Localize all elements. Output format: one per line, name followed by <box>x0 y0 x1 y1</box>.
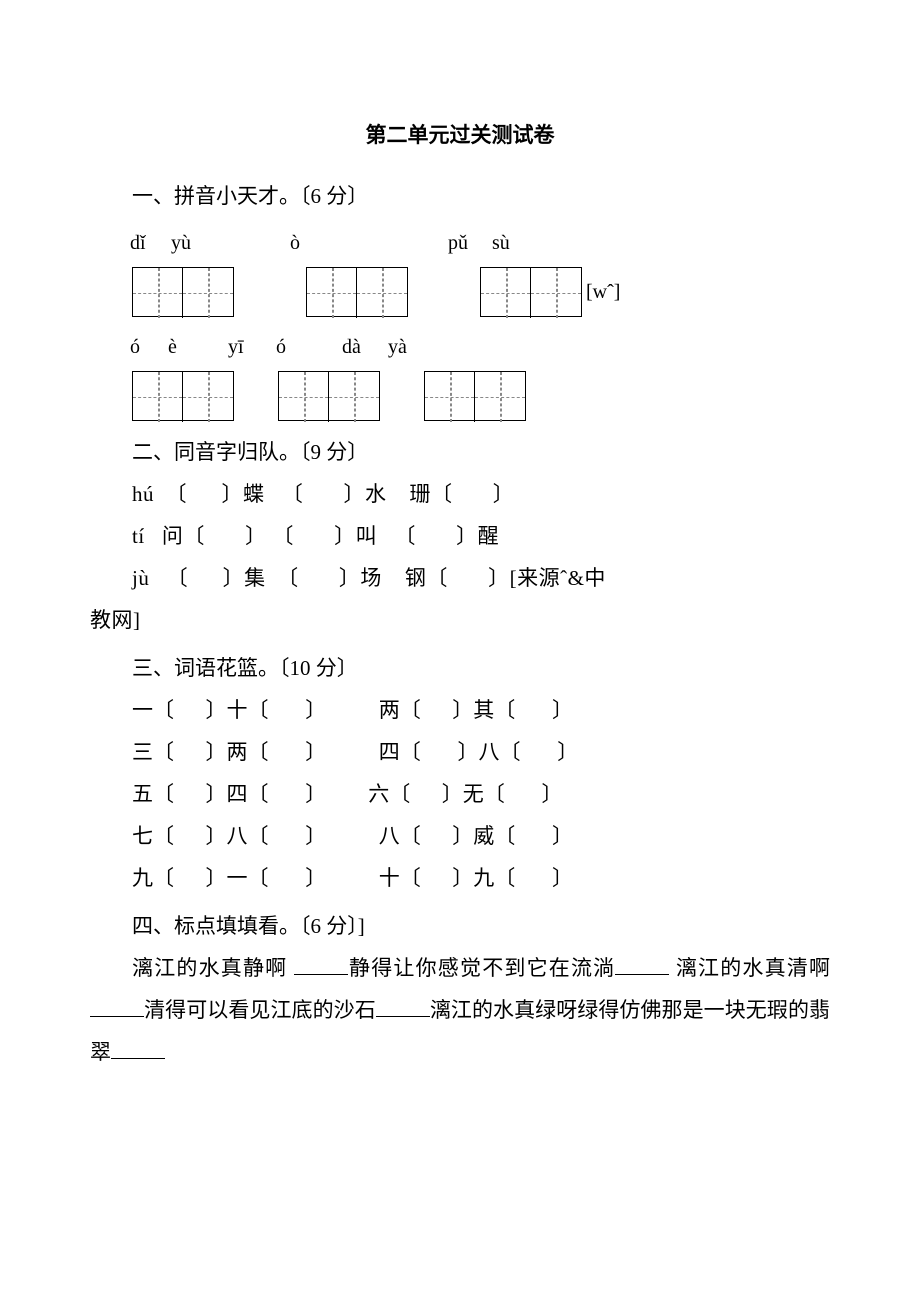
trailing-note: [wˆ] <box>586 272 620 312</box>
pinyin-o: ò <box>276 223 376 263</box>
pinyin-o3: ó <box>276 327 332 367</box>
pinyin-pu: pǔ <box>448 223 492 263</box>
blank-input[interactable] <box>376 996 430 1017</box>
box-row-1: [wˆ] <box>90 267 830 317</box>
section-1-heading: 一、拼音小天才。〔6 分〕 <box>90 175 830 217</box>
char-box[interactable] <box>278 371 380 421</box>
pinyin-row-2: ó è yī ó dà yà <box>90 327 830 367</box>
idiom-line-5: 九〔 〕一〔 〕 十〔 〕九〔 〕 <box>90 857 830 899</box>
pinyin-da: dà <box>332 327 388 367</box>
pinyin-yu: yù <box>158 223 204 263</box>
char-box[interactable] <box>132 371 234 421</box>
pinyin-row-1: dǐ yù ò pǔ sù <box>90 223 830 263</box>
pinyin-di: dǐ <box>130 223 158 263</box>
char-box[interactable] <box>306 267 408 317</box>
section-4-heading: 四、标点填填看。〔6 分〕] <box>90 905 830 947</box>
homophone-line-ju: jù 〔 〕集 〔 〕场 钢〔 〕[来源ˆ&中 <box>90 557 830 599</box>
section-2-heading: 二、同音字归队。〔9 分〕 <box>90 431 830 473</box>
pinyin-e: è <box>168 327 216 367</box>
para-seg-4: 清得可以看见江底的沙石 <box>144 998 376 1022</box>
idiom-line-2: 三〔 〕两〔 〕 四〔 〕八〔 〕 <box>90 731 830 773</box>
pinyin-su: sù <box>492 223 536 263</box>
idiom-line-1: 一〔 〕十〔 〕 两〔 〕其〔 〕 <box>90 689 830 731</box>
char-box[interactable] <box>424 371 526 421</box>
blank-input[interactable] <box>615 954 669 975</box>
homophone-line-ti: tí 问〔 〕 〔 〕叫 〔 〕醒 <box>90 515 830 557</box>
para-seg-2: 静得让你感觉不到它在流淌 <box>348 956 616 980</box>
homophone-line-ju-wrap: 教网] <box>90 599 830 641</box>
punctuation-paragraph: 漓江的水真静啊 静得让你感觉不到它在流淌 漓江的水真清啊清得可以看见江底的沙石漓… <box>90 947 830 1073</box>
char-box[interactable] <box>132 267 234 317</box>
homophone-line-hu: hú 〔 〕蝶 〔 〕水 珊〔 〕 <box>90 473 830 515</box>
blank-input[interactable] <box>90 996 144 1017</box>
pinyin-yi: yī <box>216 327 276 367</box>
blank-input[interactable] <box>294 954 348 975</box>
para-seg-1: 漓江的水真静啊 <box>132 956 294 980</box>
page-title: 第二单元过关测试卷 <box>90 115 830 157</box>
idiom-line-4: 七〔 〕八〔 〕 八〔 〕威〔 〕 <box>90 815 830 857</box>
box-row-2 <box>90 371 830 421</box>
section-3-heading: 三、词语花篮。〔10 分〕 <box>90 647 830 689</box>
idiom-line-3: 五〔 〕四〔 〕 六〔 〕无〔 〕 <box>90 773 830 815</box>
pinyin-o2: ó <box>130 327 168 367</box>
blank-input[interactable] <box>111 1038 165 1059</box>
para-seg-3: 漓江的水真清啊 <box>669 956 830 980</box>
char-box[interactable] <box>480 267 582 317</box>
pinyin-ya: yà <box>388 327 432 367</box>
